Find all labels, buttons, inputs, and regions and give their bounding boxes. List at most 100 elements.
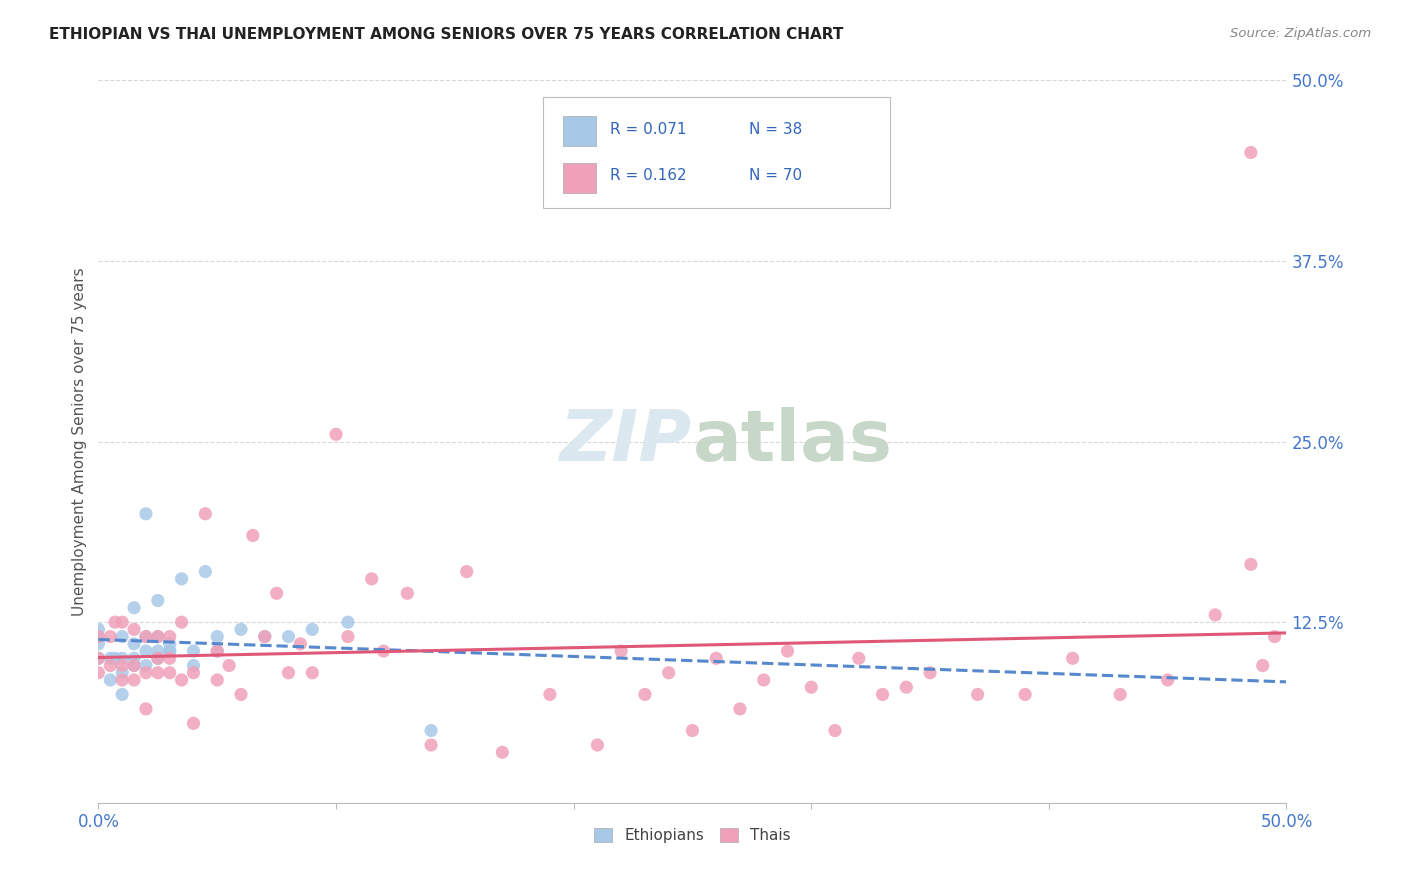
Point	[207, 644, 229, 658]
Point	[87, 630, 110, 644]
Point	[301, 665, 323, 680]
Point	[104, 615, 127, 630]
Point	[373, 644, 395, 658]
Point	[122, 658, 145, 673]
Point	[207, 630, 229, 644]
Point	[253, 630, 276, 644]
Point	[135, 665, 157, 680]
Point	[1204, 607, 1226, 622]
Point	[207, 673, 229, 687]
Text: N = 70: N = 70	[749, 169, 803, 183]
Point	[728, 702, 751, 716]
Point	[122, 658, 145, 673]
Point	[658, 665, 681, 680]
Point	[456, 565, 478, 579]
Point	[336, 630, 359, 644]
Text: Source: ZipAtlas.com: Source: ZipAtlas.com	[1230, 27, 1371, 40]
Point	[290, 637, 312, 651]
Point	[920, 665, 942, 680]
Point	[420, 723, 443, 738]
Point	[277, 665, 299, 680]
Text: ETHIOPIAN VS THAI UNEMPLOYMENT AMONG SENIORS OVER 75 YEARS CORRELATION CHART: ETHIOPIAN VS THAI UNEMPLOYMENT AMONG SEN…	[49, 27, 844, 42]
Point	[183, 665, 205, 680]
Point	[538, 687, 561, 701]
Point	[301, 623, 323, 637]
Point	[87, 651, 110, 665]
Point	[824, 723, 846, 738]
Point	[159, 665, 181, 680]
Text: R = 0.071: R = 0.071	[610, 122, 686, 136]
Point	[146, 665, 169, 680]
Point	[194, 565, 217, 579]
Point	[360, 572, 382, 586]
Point	[396, 586, 419, 600]
Point	[111, 673, 134, 687]
Point	[146, 644, 169, 658]
Point	[966, 687, 988, 701]
Point	[634, 687, 657, 701]
Point	[135, 630, 157, 644]
Point	[111, 687, 134, 701]
Point	[135, 702, 157, 716]
Point	[1251, 658, 1274, 673]
Text: atlas: atlas	[692, 407, 893, 476]
Point	[122, 637, 145, 651]
Point	[183, 644, 205, 658]
Point	[752, 673, 775, 687]
Point	[146, 630, 169, 644]
Text: N = 38: N = 38	[749, 122, 803, 136]
Legend: Ethiopians, Thais: Ethiopians, Thais	[588, 822, 797, 849]
Point	[170, 572, 193, 586]
Point	[266, 586, 288, 600]
Point	[87, 623, 110, 637]
Point	[87, 630, 110, 644]
Point	[1062, 651, 1084, 665]
Point	[277, 630, 299, 644]
Point	[146, 630, 169, 644]
Point	[848, 651, 870, 665]
Point	[98, 673, 121, 687]
Point	[242, 528, 264, 542]
Point	[159, 644, 181, 658]
Point	[253, 630, 276, 644]
Point	[491, 745, 513, 759]
Point	[122, 623, 145, 637]
Point	[229, 623, 252, 637]
Point	[159, 644, 181, 658]
Point	[610, 644, 633, 658]
Point	[170, 615, 193, 630]
Point	[420, 738, 443, 752]
Point	[336, 615, 359, 630]
Point	[135, 644, 157, 658]
Point	[122, 600, 145, 615]
Point	[229, 687, 252, 701]
Point	[111, 651, 134, 665]
Y-axis label: Unemployment Among Seniors over 75 years: Unemployment Among Seniors over 75 years	[72, 268, 87, 615]
Point	[183, 658, 205, 673]
Point	[122, 673, 145, 687]
Point	[218, 658, 240, 673]
Point	[111, 630, 134, 644]
Point	[207, 644, 229, 658]
Point	[586, 738, 609, 752]
Point	[87, 637, 110, 651]
Point	[1109, 687, 1132, 701]
Point	[98, 651, 121, 665]
Point	[159, 630, 181, 644]
Point	[111, 658, 134, 673]
Point	[122, 651, 145, 665]
Point	[800, 680, 823, 694]
Point	[194, 507, 217, 521]
Point	[896, 680, 918, 694]
Point	[159, 651, 181, 665]
Point	[872, 687, 894, 701]
Point	[135, 507, 157, 521]
Point	[183, 716, 205, 731]
Point	[111, 615, 134, 630]
Text: ZIP: ZIP	[560, 407, 692, 476]
Point	[1240, 145, 1263, 160]
Point	[146, 651, 169, 665]
Point	[170, 673, 193, 687]
Point	[1014, 687, 1036, 701]
Point	[104, 651, 127, 665]
